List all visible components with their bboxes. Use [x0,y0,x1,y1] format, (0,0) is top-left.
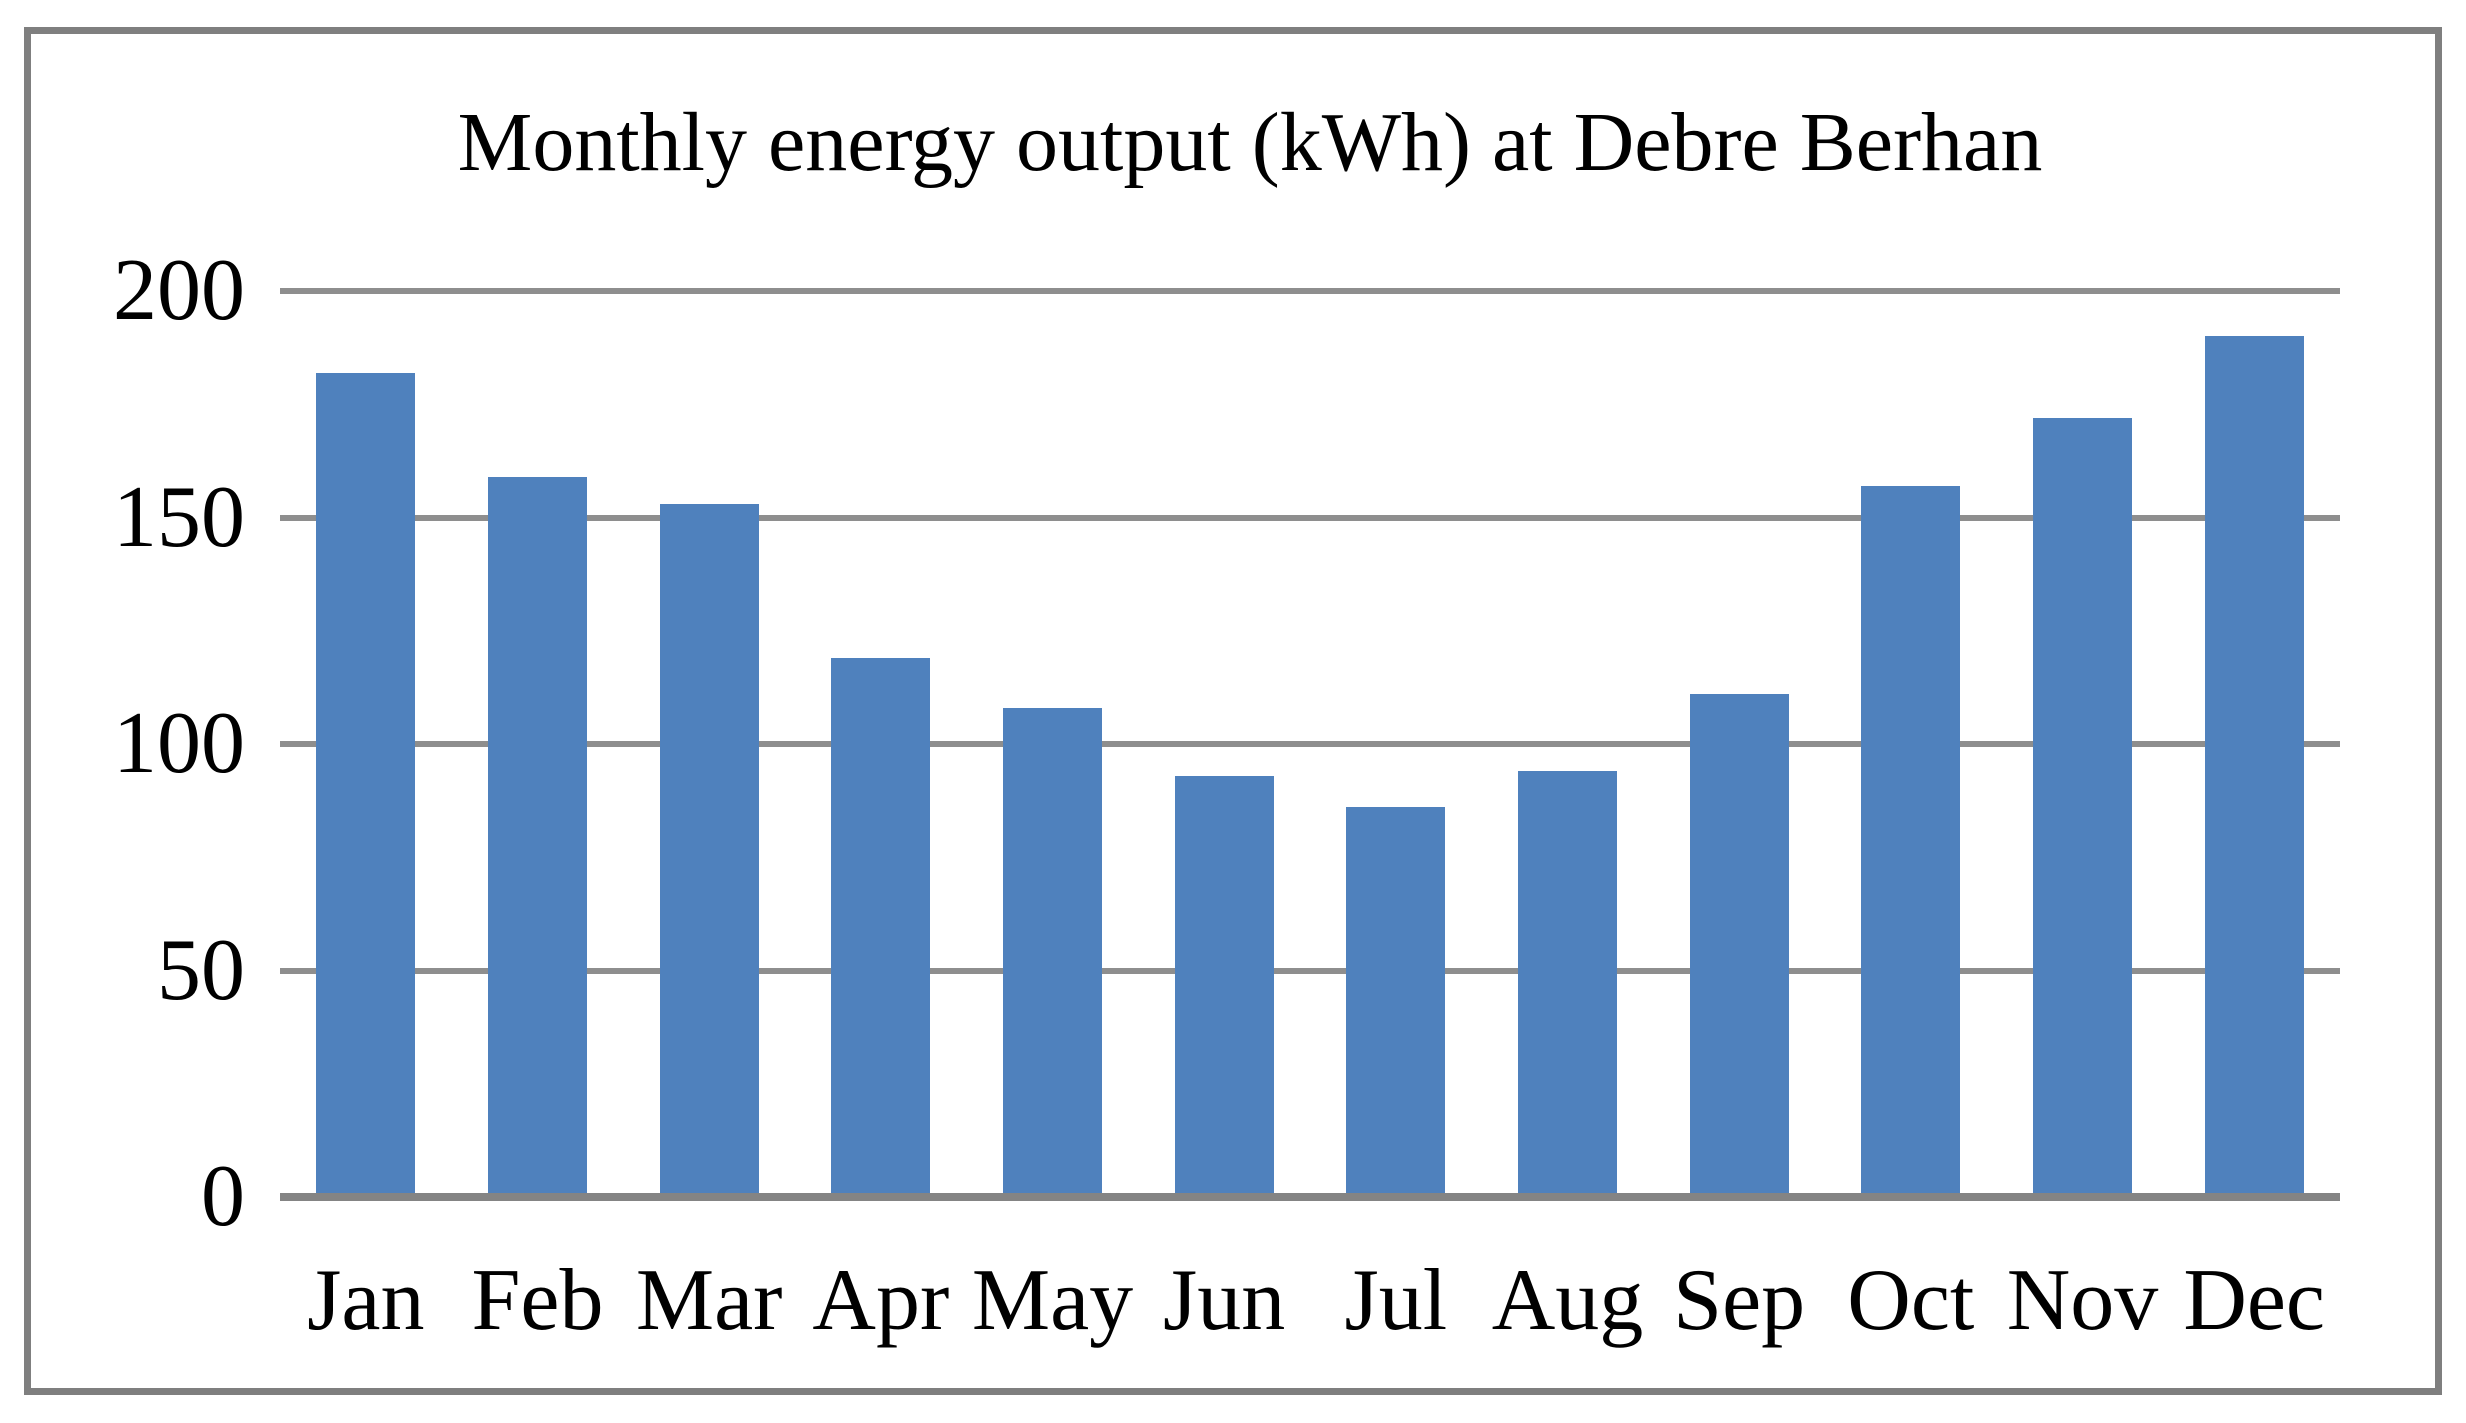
y-axis-tick-label-150: 150 [113,468,245,566]
y-axis-tick-label-200: 200 [113,242,245,339]
gridline-150 [280,514,2340,521]
x-axis-line [280,1193,2340,1201]
y-axis-tick-label-50: 50 [157,921,245,1019]
x-axis-category-label-mar: Mar [635,1252,783,1349]
x-axis-category-label-sep: Sep [1673,1252,1806,1349]
gridline-200 [280,288,2340,294]
bar-dec [2204,336,2304,1193]
x-axis-category-label-jul: Jul [1344,1252,1448,1349]
plot-area [280,288,2340,1201]
x-axis-category-label-apr: Apr [812,1252,950,1349]
bar-jul [1346,807,1446,1193]
x-axis-category-label-nov: Nov [2006,1252,2159,1349]
bar-mar [659,503,759,1193]
gridline-50 [280,967,2340,974]
x-axis-category-label-jan: Jan [307,1252,425,1349]
bar-oct [1861,485,1961,1193]
bar-sep [1689,694,1789,1193]
bar-nov [2033,417,2132,1193]
bar-feb [488,476,587,1193]
bar-aug [1518,771,1617,1193]
bar-may [1003,707,1102,1193]
gridline-100 [280,741,2340,747]
x-axis-category-label-oct: Oct [1847,1252,1975,1349]
x-axis-category-label-may: May [971,1252,1134,1349]
bar-jun [1174,775,1274,1193]
bar-jan [316,372,416,1193]
y-axis-tick-label-0: 0 [201,1148,245,1245]
y-axis-tick-label-100: 100 [113,695,245,792]
x-axis-category-label-aug: Aug [1491,1252,1644,1349]
x-axis-category-label-jun: Jun [1163,1252,1286,1349]
bar-apr [831,657,931,1193]
chart-title: Monthly energy output (kWh) at Debre Ber… [457,96,2043,189]
x-axis-category-label-feb: Feb [471,1252,604,1349]
x-axis-category-label-dec: Dec [2183,1252,2325,1349]
